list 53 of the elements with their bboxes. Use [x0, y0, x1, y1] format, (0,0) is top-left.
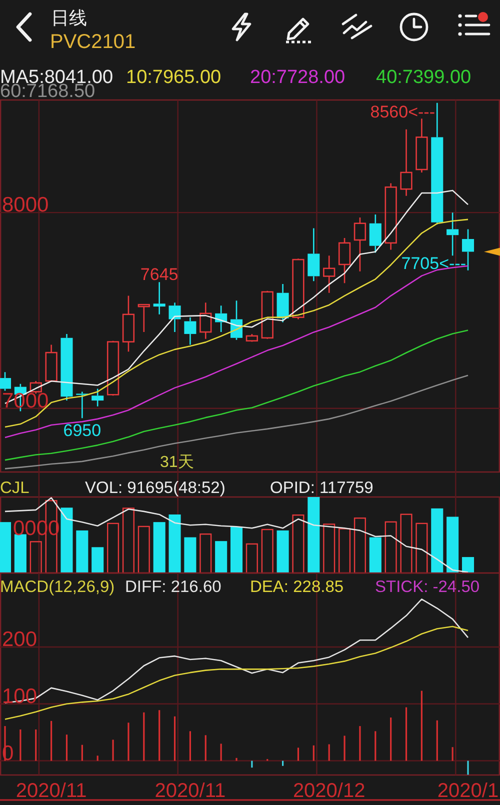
x-tick-label: 2020/12 — [292, 780, 366, 802]
annotation: 6950 — [63, 421, 102, 440]
chart-title: MACD(12,26,9) — [0, 578, 115, 596]
chart-title: PVC2101 — [50, 31, 136, 53]
y-tick-label: 200 — [2, 628, 38, 651]
annotation: 7705<--- — [401, 254, 466, 273]
bar — [369, 537, 382, 573]
bar — [200, 533, 212, 574]
bar — [92, 547, 104, 573]
bar — [184, 537, 196, 573]
bar — [384, 521, 397, 574]
bar — [122, 508, 134, 574]
bar — [400, 514, 412, 574]
bar — [60, 508, 73, 573]
bar — [153, 522, 166, 573]
bar — [76, 530, 88, 573]
bar — [416, 522, 428, 574]
bar — [323, 524, 336, 574]
text: 10:7965.00 — [126, 67, 222, 88]
bar — [292, 514, 304, 574]
bar — [431, 508, 444, 573]
bar — [354, 518, 366, 574]
text: 40:7399.00 — [376, 67, 472, 88]
bar — [107, 522, 120, 574]
text: VOL: 91695(48:52) — [85, 479, 226, 497]
bar — [261, 528, 274, 574]
annotation: 8560<--- — [370, 102, 435, 122]
bar — [14, 534, 26, 573]
bar — [276, 530, 289, 573]
chart-subtitle: 日线 — [51, 8, 87, 28]
text: 20:7728.00 — [250, 67, 346, 88]
bar — [462, 557, 474, 573]
bar — [30, 541, 42, 574]
bar — [230, 526, 243, 573]
bar — [308, 497, 320, 573]
bar — [168, 514, 181, 573]
bar — [246, 543, 258, 574]
chart-title: CJL — [0, 479, 30, 497]
annotation: 31天 — [160, 454, 194, 471]
bar — [138, 526, 150, 574]
annotation: 7645 — [140, 265, 178, 284]
text: DEA: 228.85 — [250, 578, 344, 596]
bar — [338, 528, 351, 574]
x-tick-label: 2020/11 — [154, 780, 226, 802]
bar — [446, 516, 459, 573]
bar — [0, 522, 12, 573]
y-tick-label: 8000 — [2, 194, 49, 217]
text: DIFF: 216.60 — [125, 578, 222, 596]
annotation: STICK: -24.50 — [375, 578, 480, 596]
x-tick-label: 2020/1 — [437, 780, 499, 802]
x-tick-label: 2020/11 — [16, 780, 87, 802]
bar — [215, 541, 228, 573]
text: OPID: 117759 — [270, 479, 374, 497]
